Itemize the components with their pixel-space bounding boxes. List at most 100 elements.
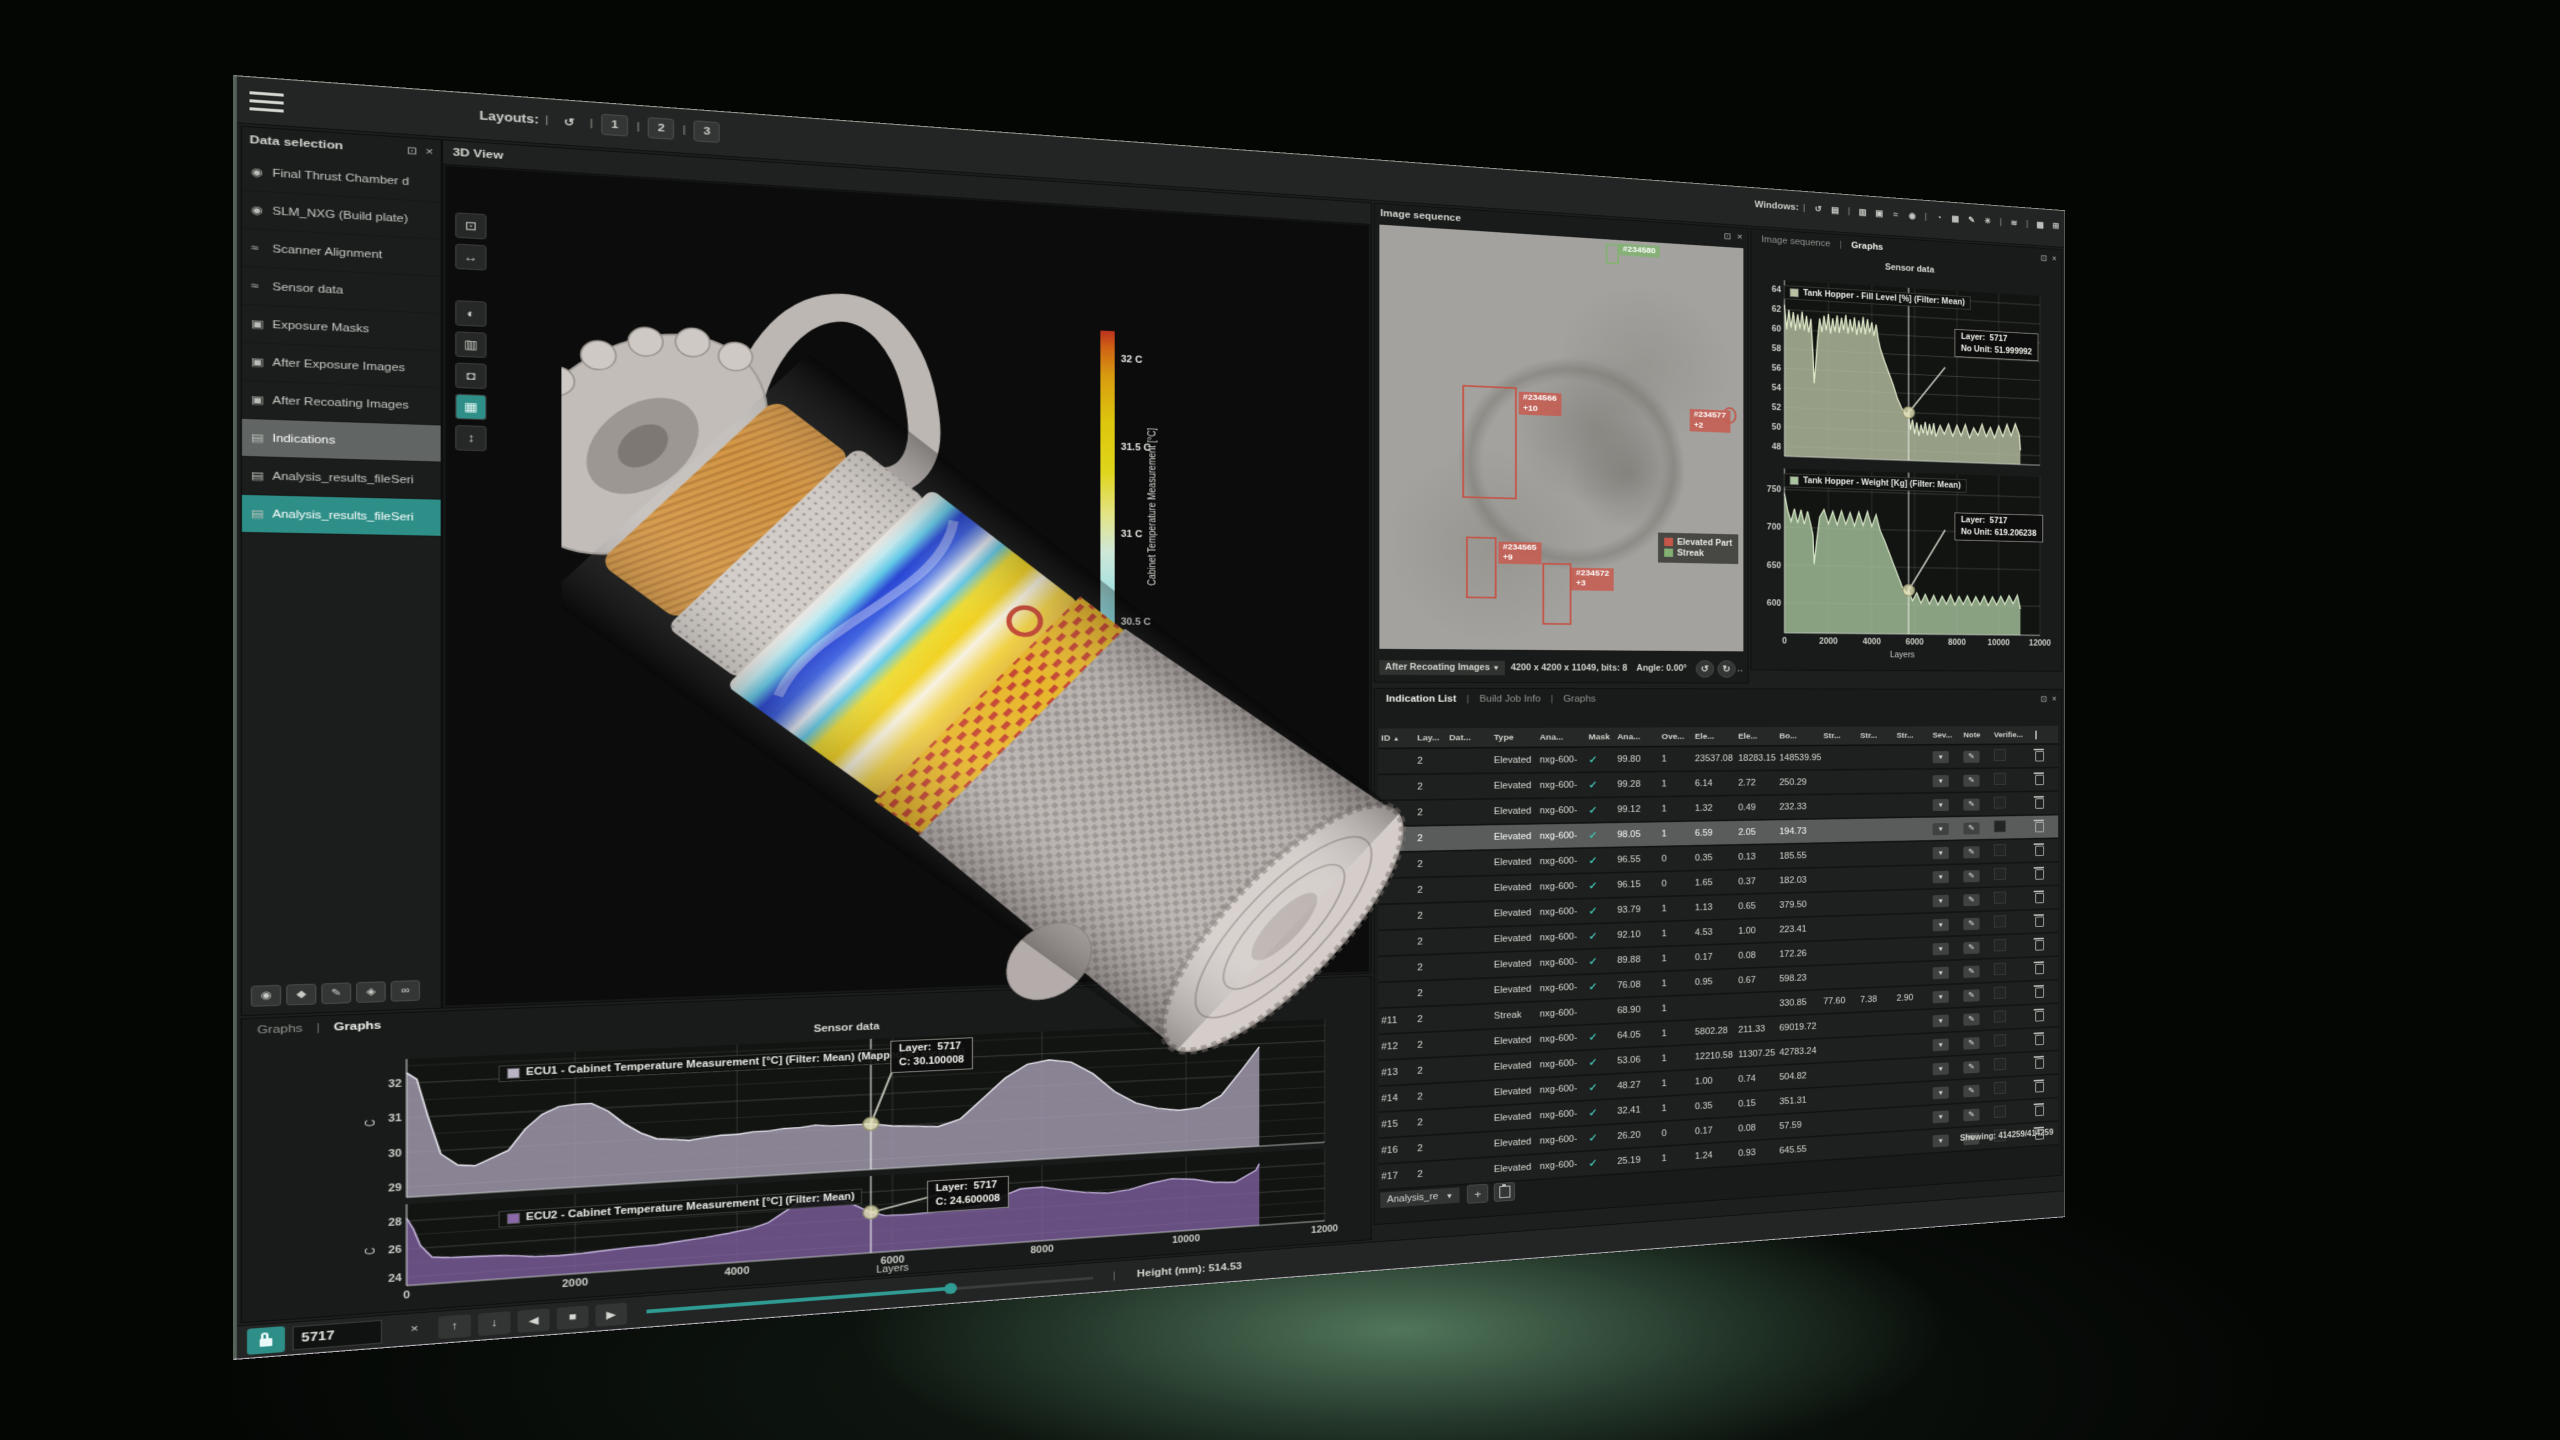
severity-button[interactable]: ▼ [1932, 918, 1949, 931]
verified-checkbox[interactable] [1993, 1034, 2006, 1047]
severity-button[interactable]: ▼ [1932, 846, 1949, 859]
pie-icon[interactable]: ◔ [1936, 213, 1942, 223]
annotation-box[interactable] [1462, 385, 1517, 500]
fit-width-icon[interactable]: ↔ [455, 243, 487, 271]
note-edit-button[interactable]: ✎ [1963, 917, 1980, 930]
severity-button[interactable]: ▼ [1932, 1014, 1949, 1027]
play-forward-button[interactable]: ▶ [595, 1302, 627, 1327]
close-icon[interactable]: × [2051, 254, 2057, 264]
rotate-ccw-icon[interactable]: ↺ [1695, 660, 1714, 678]
verified-checkbox[interactable] [1993, 749, 2006, 762]
image-source-dropdown[interactable]: After Recoating Images ▼ [1379, 660, 1506, 676]
layer-input[interactable] [292, 1319, 383, 1351]
column-header[interactable]: Dat... [1449, 732, 1471, 743]
delete-row-icon[interactable] [2035, 845, 2044, 856]
severity-button[interactable]: ▼ [1932, 870, 1949, 883]
severity-button[interactable]: ▼ [1932, 1086, 1949, 1099]
add-button[interactable]: + [1467, 1183, 1489, 1204]
close-icon[interactable]: × [2051, 694, 2057, 704]
severity-button[interactable]: ▼ [1932, 1062, 1949, 1075]
delete-row-icon[interactable] [2035, 939, 2044, 951]
note-edit-button[interactable]: ✎ [1963, 1084, 1980, 1098]
compare-icon[interactable]: ≋ [2010, 218, 2018, 228]
annotation-box[interactable] [1605, 243, 1619, 265]
copy-icon[interactable]: ▣ [1875, 208, 1884, 219]
ecu2-chart[interactable]: 24 26 28 0 2000 4000 6000 8000 10000 12000 [247, 1143, 1367, 1315]
link-icon[interactable]: ∞ [390, 980, 421, 1002]
delete-row-icon[interactable] [2035, 750, 2044, 762]
note-edit-button[interactable]: ✎ [1963, 750, 1980, 763]
tab-indication-list[interactable]: Indication List [1386, 693, 1457, 705]
verified-checkbox[interactable] [1993, 986, 2006, 999]
column-header[interactable]: Ele... [1694, 731, 1715, 741]
column-header[interactable]: Ana... [1617, 732, 1641, 742]
verified-checkbox[interactable] [1993, 772, 2006, 785]
step-down-button[interactable]: ↓ [478, 1310, 511, 1336]
note-edit-button[interactable]: ✎ [1963, 1108, 1980, 1122]
verified-checkbox[interactable] [1993, 796, 2006, 809]
curve-icon[interactable]: ≈ [1893, 210, 1899, 220]
sidebar-item-7[interactable]: ▤ Indications [241, 418, 441, 463]
note-edit-button[interactable]: ✎ [1963, 1012, 1980, 1026]
delete-row-icon[interactable] [2035, 1057, 2044, 1069]
verified-checkbox[interactable] [1993, 1105, 2006, 1118]
windows-icon[interactable]: ▩ [2036, 220, 2044, 230]
severity-button[interactable]: ▼ [1932, 750, 1949, 763]
column-header[interactable]: ID ▲ [1381, 733, 1400, 743]
verified-checkbox[interactable] [1993, 1010, 2006, 1023]
note-edit-button[interactable]: ✎ [1963, 988, 1980, 1002]
verified-checkbox[interactable] [1993, 1081, 2006, 1095]
weight-chart[interactable]: 600 650 700 750 0 2000 4000 6000 8000 10000 12000 [1762, 463, 2051, 650]
verified-checkbox[interactable] [1993, 844, 2006, 857]
delete-row-icon[interactable] [2035, 916, 2044, 927]
column-header[interactable]: Verifie... [1993, 730, 2023, 740]
note-edit-button[interactable]: ✎ [1963, 798, 1980, 811]
column-header[interactable]: Lay... [1417, 733, 1440, 743]
delete-row-icon[interactable] [2035, 1034, 2044, 1045]
column-header[interactable]: Sev... [1932, 730, 1953, 740]
mask-icon[interactable]: ▦ [1951, 214, 1960, 224]
more-icon[interactable]: ‥ [1737, 664, 1743, 674]
delete-row-icon[interactable] [2035, 963, 2044, 974]
hamburger-menu-icon[interactable] [249, 91, 284, 113]
column-header[interactable]: Mask [1588, 732, 1610, 742]
3d-viewport[interactable]: ⊡↔ ◐▥◘▦↕ 32 C 31.5 C 31 C 30.5 C Cabinet … [445, 165, 1369, 1006]
delete-row-icon[interactable] [2035, 892, 2044, 903]
pencil-icon[interactable]: ✎ [321, 982, 352, 1005]
column-header[interactable]: Str... [1860, 731, 1878, 740]
fill-level-chart[interactable]: 48 50 52 54 56 58 60 62 64 [1762, 274, 2051, 469]
note-edit-button[interactable]: ✎ [1963, 869, 1980, 883]
verified-checkbox[interactable] [1993, 962, 2006, 976]
delete-row-icon[interactable] [2035, 986, 2044, 998]
rotate-cw-icon[interactable]: ↻ [1717, 660, 1736, 678]
column-header[interactable]: Str... [1896, 730, 1914, 740]
delete-row-icon[interactable] [2035, 821, 2044, 832]
severity-button[interactable]: ▼ [1932, 822, 1949, 835]
grid-icon[interactable]: ▦ [455, 393, 487, 421]
severity-button[interactable]: ▼ [1932, 966, 1949, 979]
sidebar-item-8[interactable]: ▤ Analysis_results_fileSeri [241, 456, 441, 500]
tab-graphs-1[interactable]: Graphs [257, 1022, 303, 1037]
sidebar-item-6[interactable]: ▣ After Recoating Images [241, 380, 441, 426]
severity-button[interactable]: ▼ [1932, 798, 1949, 811]
layout-button-1[interactable]: 1 [601, 113, 629, 137]
lock-layer-button[interactable] [247, 1326, 285, 1355]
tab-build-job-info[interactable]: Build Job Info [1479, 693, 1541, 705]
note-edit-button[interactable]: ✎ [1963, 893, 1980, 906]
tab-graphs[interactable]: Graphs [1851, 240, 1884, 253]
edit-icon[interactable]: ✎ [1968, 215, 1975, 225]
snowflake-icon[interactable]: ✳ [1984, 216, 1991, 226]
eye-icon[interactable]: ◉ [250, 984, 282, 1007]
droplet-icon[interactable]: ◆ [286, 983, 317, 1006]
list-icon[interactable]: ▤ [1831, 205, 1840, 216]
close-icon[interactable]: × [425, 145, 434, 159]
clear-button[interactable]: × [410, 1323, 419, 1336]
verified-checkbox[interactable] [1993, 939, 2006, 952]
camera-icon[interactable]: ◘ [455, 362, 487, 390]
book-icon[interactable]: ▥ [1858, 207, 1867, 217]
verified-checkbox[interactable] [1993, 820, 2006, 833]
severity-button[interactable]: ▼ [1932, 1133, 1949, 1147]
split-view-icon[interactable]: ▥ [455, 331, 487, 358]
verified-checkbox[interactable] [1993, 891, 2006, 904]
note-edit-button[interactable]: ✎ [1963, 965, 1980, 978]
